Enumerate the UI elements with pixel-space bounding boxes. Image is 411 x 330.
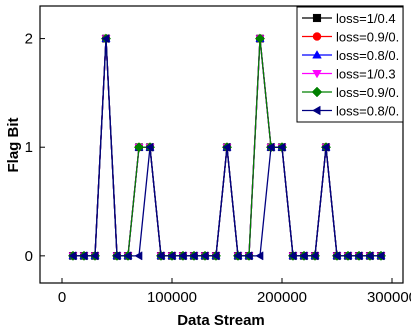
plot-frame [39, 5, 404, 284]
data-point [266, 142, 275, 152]
legend-marker [312, 105, 321, 116]
legend-item: loss=0.9/0. [302, 85, 399, 100]
data-point [310, 251, 319, 261]
legend-marker [312, 13, 322, 23]
data-point [90, 251, 99, 261]
data-point [156, 251, 165, 261]
x-tick-label: 100000 [147, 289, 197, 306]
legend-label: loss=0.9/0. [336, 85, 399, 100]
x-tick-label: 200000 [257, 289, 307, 306]
data-point [134, 251, 143, 261]
legend-item: loss=0.8/0. [302, 104, 399, 119]
y-axis-title: Flag Bit [5, 117, 22, 172]
legend-label: loss=0.8/0. [336, 48, 399, 63]
series-layer [67, 33, 387, 261]
y-tick-label: 1 [25, 139, 33, 156]
data-point [299, 251, 308, 261]
data-point [254, 33, 266, 44]
x-tick-label: 0 [58, 289, 66, 306]
data-point [145, 142, 154, 152]
legend-item: loss=0.8/0. [302, 48, 399, 63]
data-point [222, 142, 231, 152]
data-point [354, 251, 363, 261]
legend-box [296, 6, 404, 123]
data-point [255, 251, 264, 261]
legend-label: loss=0.8/0. [336, 104, 399, 119]
data-point [79, 251, 88, 261]
legend-label: loss=1/0.3 [336, 67, 396, 82]
data-point [332, 251, 341, 261]
data-point [68, 251, 77, 261]
legend-item: loss=1/0.4 [302, 11, 396, 26]
legend-marker [312, 70, 322, 79]
plot-area [39, 5, 404, 284]
data-point [178, 251, 187, 261]
data-point [189, 251, 198, 261]
data-point [200, 251, 209, 261]
y-tick-label: 0 [25, 248, 33, 265]
data-point [376, 251, 385, 261]
data-point [167, 251, 176, 261]
data-point [211, 251, 220, 261]
data-point [244, 251, 253, 261]
y-tick-label: 2 [25, 31, 33, 48]
data-point [277, 142, 286, 152]
legend-marker [312, 32, 322, 41]
data-point [233, 251, 242, 261]
x-axis-title: Data Stream [177, 312, 265, 329]
data-point [343, 251, 352, 261]
legend-item: loss=0.9/0. [302, 30, 399, 45]
data-point [288, 251, 297, 261]
data-point [321, 142, 330, 152]
data-point [123, 251, 132, 261]
data-point [365, 251, 374, 261]
data-point [101, 34, 110, 44]
legend-label: loss=1/0.4 [336, 11, 396, 26]
data-point [133, 142, 145, 153]
legend: loss=1/0.4 loss=0.9/0. loss=0.8/0. loss=1/0… [296, 6, 404, 123]
data-point [112, 251, 121, 261]
y-axis: 0 1 2 [25, 31, 45, 265]
legend-marker [311, 86, 323, 98]
legend-label: loss=0.9/0. [336, 30, 399, 45]
legend-marker [312, 50, 322, 59]
legend-item: loss=1/0.3 [302, 67, 396, 82]
series-6 [68, 34, 385, 261]
